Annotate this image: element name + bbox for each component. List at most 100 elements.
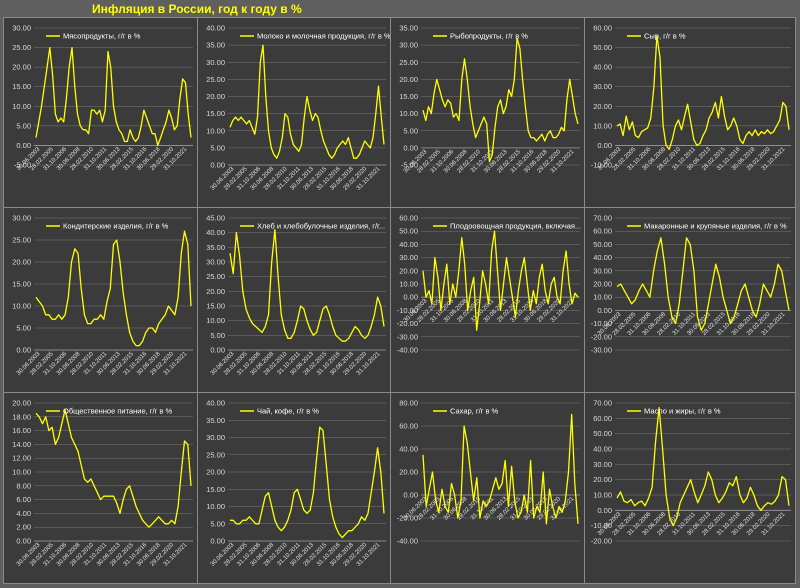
chart-panel-cheese: -10.00 0.00 10.00 20.00 30.00 40.00 50.00 60.00…	[584, 17, 796, 208]
y-tick-label: -10.00	[397, 306, 418, 315]
y-tick-label: 12.00	[12, 454, 31, 463]
y-tick-label: 20.00	[12, 399, 31, 408]
y-tick-label: 70.00	[593, 214, 612, 223]
y-tick-label: 30.00	[206, 258, 225, 267]
y-tick-label: 40.00	[593, 445, 612, 454]
series-line	[35, 46, 192, 147]
y-tick-label: 40.00	[206, 24, 225, 33]
y-tick-label: 45.00	[206, 214, 225, 223]
y-tick-label: 20.00	[593, 102, 612, 111]
y-tick-label: 15.00	[206, 485, 225, 494]
y-tick-label: 10.00	[593, 491, 612, 500]
legend-label: Сыр, г/г в %	[644, 32, 686, 41]
y-tick-label: 30.00	[206, 58, 225, 67]
chart-panel-meat: -5.00 0.00 5.00 10.00 15.00 20.00 25.00 30.00 30…	[3, 17, 198, 208]
y-tick-label: 20.00	[12, 63, 31, 72]
y-tick-label: 0.00	[210, 537, 225, 546]
y-tick-label: 0.00	[210, 346, 225, 355]
chart-svg: -5.000.005.0010.0015.0020.0025.0030.0030…	[12, 24, 193, 172]
y-tick-label: 0.00	[597, 141, 612, 150]
legend-label: Хлеб и хлебобулочные изделия, г/г...	[257, 222, 385, 231]
y-tick-label: 0.00	[403, 143, 418, 152]
y-tick-label: -10.00	[591, 319, 612, 328]
y-tick-label: 20.00	[206, 468, 225, 477]
y-tick-label: 5.00	[210, 143, 225, 152]
y-tick-label: 60.00	[593, 227, 612, 236]
y-tick-label: -20.00	[591, 537, 612, 546]
y-tick-label: 15.00	[12, 82, 31, 91]
y-tick-label: 40.00	[206, 399, 225, 408]
y-tick-label: 25.00	[12, 236, 31, 245]
y-tick-label: 5.00	[210, 331, 225, 340]
y-tick-label: 60.00	[399, 214, 418, 223]
y-tick-label: 10.00	[12, 302, 31, 311]
y-tick-label: 30.00	[399, 41, 418, 50]
series-line	[35, 409, 192, 528]
y-tick-label: 0.00	[403, 293, 418, 302]
chart-svg: -40.00-20.000.0020.0040.0060.0080.0030.0…	[397, 399, 580, 546]
y-tick-label: 10.00	[206, 316, 225, 325]
y-tick-label: 25.00	[399, 58, 418, 67]
y-tick-label: 20.00	[593, 475, 612, 484]
chart-svg: -20.00 -10.00 0.00 10.00 20.00 30.00 40.00 50.0…	[591, 399, 791, 546]
y-tick-label: 30.00	[12, 24, 31, 33]
chart-svg: -30.00 -20.00 -10.00 0.00 10.00 20.00 30.00 40.…	[591, 214, 791, 355]
chart-panel-fruit-veg: -40.00 -30.00 -20.00 -10.00 0.00 10.00 20.00 30…	[390, 207, 585, 393]
y-tick-label: 40.00	[206, 228, 225, 237]
chart-svg: 0.00 5.00 10.00 15.00 20.00 25.00 30.00 35.00 40…	[206, 214, 386, 377]
y-tick-label: 20.00	[399, 266, 418, 275]
chart-panel-milk: 0.00 5.00 10.00 15.00 20.00 25.00 30.00 35.00 40…	[197, 17, 391, 208]
y-tick-label: 30.00	[593, 82, 612, 91]
y-tick-label: 15.00	[206, 109, 225, 118]
y-tick-label: 10.00	[12, 468, 31, 477]
y-tick-label: 35.00	[206, 243, 225, 252]
y-tick-label: 80.00	[399, 399, 418, 408]
chart-svg: 0.00 5.00 10.00 15.00 20.00 25.00 30.00 35.00 40…	[206, 24, 391, 192]
y-tick-label: 40.00	[593, 253, 612, 262]
chart-svg: -40.00 -30.00 -20.00 -10.00 0.00 10.00 20.00 30…	[397, 214, 582, 355]
y-tick-label: 40.00	[593, 63, 612, 72]
y-tick-label: -5.00	[401, 161, 418, 170]
y-tick-label: 10.00	[399, 280, 418, 289]
y-tick-label: 0.00	[16, 537, 31, 546]
legend-label: Сахар, г/г в %	[450, 407, 499, 416]
y-tick-label: 25.00	[206, 272, 225, 281]
y-tick-label: 5.00	[16, 121, 31, 130]
y-tick-label: 60.00	[593, 414, 612, 423]
y-tick-label: 5.00	[16, 324, 31, 333]
legend-label: Кондитерские изделия, г/г в %	[63, 222, 169, 231]
y-tick-label: 60.00	[399, 422, 418, 431]
y-tick-label: 30.00	[12, 214, 31, 223]
series-line	[422, 37, 579, 163]
page-title: Инфляция в России, год к году в %	[92, 2, 302, 16]
y-tick-label: 20.00	[593, 280, 612, 289]
y-tick-label: 10.00	[399, 109, 418, 118]
y-tick-label: -5.00	[14, 161, 31, 170]
legend-label: Молоко и молочная продукция, г/г в %	[257, 32, 391, 41]
y-tick-label: 25.00	[206, 75, 225, 84]
chart-svg: -10.00 0.00 10.00 20.00 30.00 40.00 50.00 60.00…	[591, 24, 791, 172]
y-tick-label: 15.00	[206, 302, 225, 311]
legend-label: Масло и жиры, г/г в %	[644, 407, 721, 416]
y-tick-label: 20.00	[206, 287, 225, 296]
y-tick-label: -40.00	[397, 537, 418, 546]
y-tick-label: 60.00	[593, 24, 612, 33]
y-tick-label: -20.00	[397, 319, 418, 328]
y-tick-label: 35.00	[399, 24, 418, 33]
y-tick-label: 10.00	[593, 293, 612, 302]
chart-svg: -5.00 0.00 5.00 10.00 15.00 20.00 25.00 30.00 35…	[399, 24, 580, 175]
y-tick-label: 20.00	[399, 75, 418, 84]
y-tick-label: 50.00	[593, 43, 612, 52]
y-tick-label: 25.00	[12, 43, 31, 52]
chart-svg: 0.00 2.00 4.00 6.00 8.00 10.00 12.00 14.00 16.00…	[12, 399, 193, 568]
y-tick-label: 35.00	[206, 41, 225, 50]
legend-label: Макаронные и крупяные изделия, г/г в %	[644, 222, 787, 231]
y-tick-label: 18.00	[12, 412, 31, 421]
y-tick-label: 0.00	[597, 306, 612, 315]
y-tick-label: 40.00	[399, 445, 418, 454]
y-tick-label: -10.00	[591, 521, 612, 530]
chart-panel-pasta-grains: -30.00 -20.00 -10.00 0.00 10.00 20.00 30.00 40.…	[584, 207, 796, 393]
y-tick-label: 4.00	[16, 509, 31, 518]
y-tick-label: 0.00	[210, 161, 225, 170]
y-tick-label: 20.00	[399, 468, 418, 477]
